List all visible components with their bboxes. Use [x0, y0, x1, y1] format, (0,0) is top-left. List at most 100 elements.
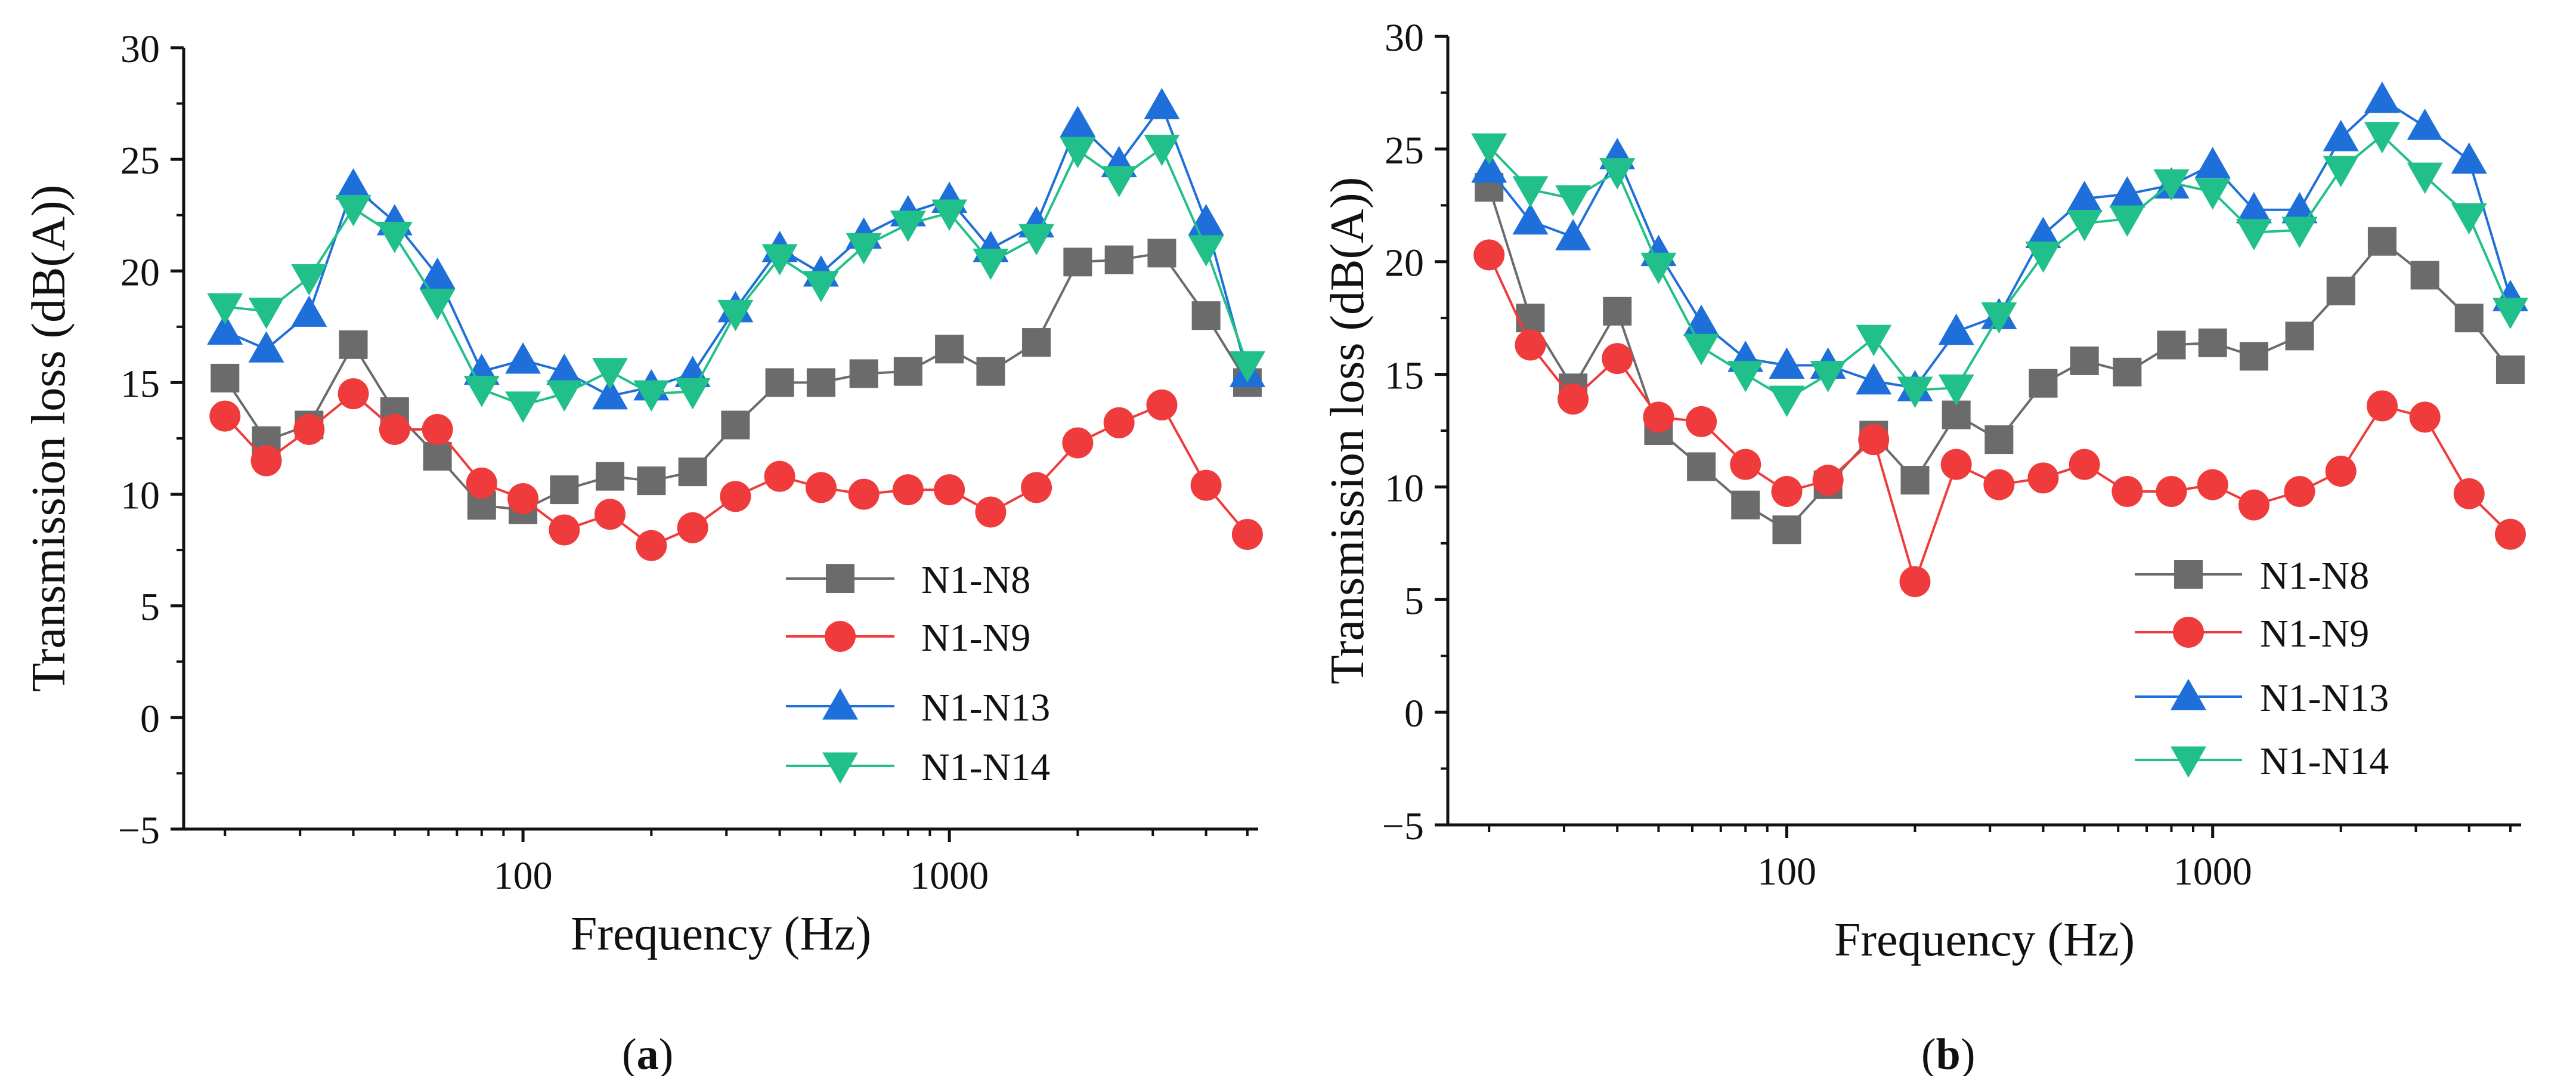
legend-item: N1-N9	[786, 616, 1030, 660]
data-point	[549, 514, 580, 546]
x-tick-label: 1000	[2174, 850, 2252, 893]
data-point	[717, 299, 754, 332]
data-point	[293, 414, 325, 446]
series-N1-N9	[1473, 239, 2526, 598]
data-point	[1558, 384, 1589, 415]
y-tick-label: 5	[1404, 579, 1424, 623]
y-tick-label: 30	[120, 27, 160, 71]
data-point	[2194, 147, 2231, 178]
data-point	[422, 414, 453, 446]
series-line	[1488, 134, 2512, 401]
data-point	[339, 330, 368, 359]
data-point	[761, 244, 798, 276]
legend: N1-N8 N1-N9 N1-N13 N1-N14	[2135, 554, 2389, 783]
data-point	[2364, 81, 2400, 113]
data-point	[2027, 462, 2059, 494]
data-point	[250, 445, 282, 477]
data-point	[674, 378, 711, 410]
data-point	[1231, 518, 1263, 550]
y-tick-label: 0	[140, 697, 160, 741]
data-point	[2025, 241, 2061, 273]
data-point	[466, 467, 497, 499]
panel-letter: b	[1936, 1030, 1961, 1076]
data-point	[419, 289, 456, 320]
data-point	[505, 342, 541, 374]
x-tick-label: 100	[1757, 850, 1816, 893]
data-point	[1731, 490, 1760, 520]
legend-label: N1-N8	[921, 558, 1030, 602]
series-line	[1488, 98, 2512, 389]
data-point	[2410, 261, 2439, 290]
data-point	[1471, 151, 1507, 183]
data-point	[1643, 401, 1674, 433]
data-point	[1603, 296, 1632, 326]
data-point	[1188, 235, 1224, 267]
data-point	[2451, 203, 2487, 235]
data-point	[2029, 369, 2058, 398]
data-point	[1683, 304, 1720, 336]
data-point	[209, 400, 241, 432]
data-point	[207, 313, 243, 345]
data-point	[546, 380, 583, 412]
y-tick-label: 25	[1385, 129, 1424, 172]
legend-swatch-marker	[2174, 560, 2203, 589]
panel-a: −5 0 5 10 15 20 25 30 100 1000 Transmission loss (…	[23, 27, 1265, 1076]
data-point	[2069, 449, 2100, 480]
data-point	[423, 441, 452, 471]
legend-swatch-marker	[822, 752, 858, 784]
data-point	[2236, 191, 2272, 224]
panel-label: (b)	[1921, 1030, 1975, 1076]
data-point	[803, 271, 839, 302]
data-point	[1900, 466, 1930, 495]
legend: N1-N8 N1-N9 N1-N13 N1-N14	[786, 558, 1050, 789]
data-point	[1769, 385, 1805, 418]
data-point	[2109, 176, 2145, 208]
data-point	[1858, 424, 1890, 456]
y-tick-label: −5	[118, 809, 160, 852]
data-point	[1938, 313, 1974, 345]
data-point	[1599, 158, 1636, 190]
data-point	[973, 248, 1009, 280]
data-point	[2194, 178, 2231, 210]
data-point	[1512, 176, 1549, 208]
legend-swatch-marker	[822, 688, 858, 720]
data-point	[1515, 329, 1546, 361]
data-point	[1062, 427, 1094, 459]
legend-swatch-marker	[2171, 679, 2206, 710]
y-tick-label: 30	[1385, 16, 1424, 60]
y-tick-label: 5	[140, 586, 160, 629]
y-tick-label: 20	[1385, 242, 1424, 285]
data-point	[2367, 227, 2397, 256]
data-point	[210, 363, 240, 392]
data-point	[1981, 302, 2017, 334]
data-point	[291, 264, 327, 296]
data-point	[379, 414, 410, 446]
data-point	[2238, 489, 2270, 521]
data-point	[2407, 109, 2443, 140]
data-point	[1686, 406, 1717, 437]
y-axis-label: Transmission loss (dB(A))	[1321, 177, 1374, 684]
y-tick-label: 20	[120, 251, 160, 294]
data-point	[1683, 333, 1720, 366]
data-point	[1144, 88, 1180, 119]
y-tick-label: 10	[1385, 466, 1424, 510]
data-point	[2281, 217, 2318, 248]
data-point	[1771, 475, 1803, 507]
data-point	[633, 380, 670, 412]
data-point	[721, 410, 750, 440]
data-point	[1984, 425, 2014, 454]
panel-b: −5 0 5 10 15 20 25 30 100 1000 Transmission loss (…	[1321, 16, 2528, 1076]
data-point	[806, 368, 835, 397]
data-point	[935, 335, 964, 364]
data-point	[1147, 239, 1176, 268]
data-point	[2323, 119, 2359, 151]
data-point	[1810, 361, 1846, 392]
data-point	[890, 211, 926, 242]
data-point	[848, 478, 880, 510]
data-point	[2326, 276, 2355, 305]
data-point	[720, 481, 751, 512]
data-point	[595, 499, 626, 530]
data-point	[2492, 298, 2528, 329]
data-point	[596, 462, 625, 491]
legend-item: N1-N9	[2135, 612, 2369, 656]
